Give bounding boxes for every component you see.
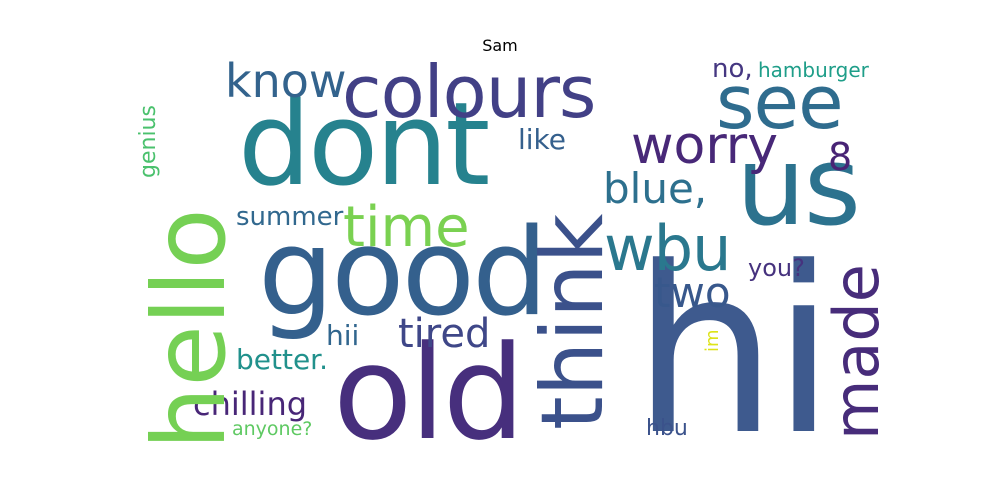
word-time: time: [343, 195, 470, 260]
word-summer: summer: [236, 202, 344, 232]
word-know: know: [225, 54, 347, 108]
word-genius: genius: [136, 105, 161, 178]
word-old: old: [333, 317, 525, 469]
word-dont: dont: [238, 78, 490, 212]
word-us: us: [736, 122, 861, 250]
word-wbu: wbu: [604, 212, 731, 285]
chart-title: Sam: [482, 36, 518, 55]
word-hi: hi: [632, 219, 836, 486]
word-tired: tired: [398, 311, 491, 357]
word-hii: hii: [326, 319, 360, 352]
word-made: made: [820, 264, 893, 440]
word-blue: blue,: [603, 164, 708, 213]
word-8: 8: [828, 135, 853, 179]
word-like: like: [518, 123, 567, 156]
word-im: im: [702, 329, 723, 352]
word-two: two: [654, 268, 731, 317]
word-colours: colours: [342, 50, 596, 134]
word-you: you?: [748, 254, 805, 282]
word-think: think: [523, 213, 623, 430]
word-good: good: [258, 204, 548, 343]
word-hbu: hbu: [646, 416, 688, 441]
word-hamburger: hamburger: [758, 58, 869, 82]
word-worry: worry: [631, 116, 778, 176]
word-better: better.: [236, 343, 329, 376]
word-chilling: chilling: [193, 385, 308, 423]
word-no: no,: [712, 54, 753, 84]
word-anyone: anyone?: [232, 418, 313, 440]
word-hello: hello: [131, 208, 248, 450]
word-see: see: [716, 60, 844, 146]
